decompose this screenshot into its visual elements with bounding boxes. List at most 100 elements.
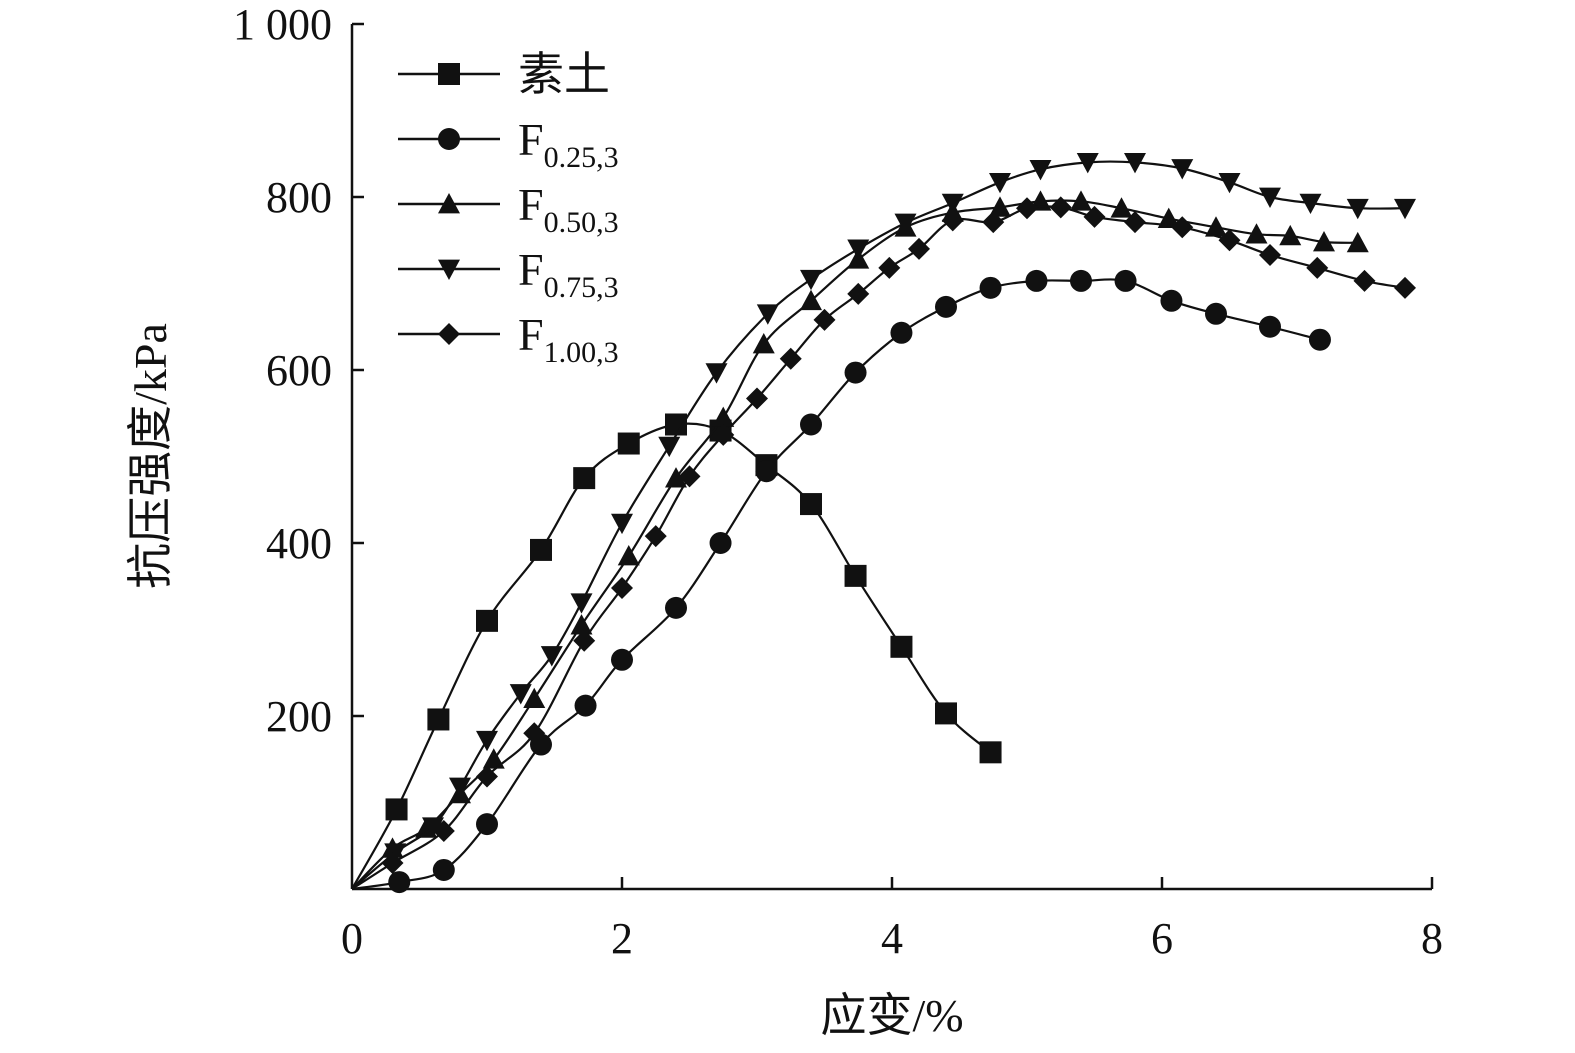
data-point-triangle-down — [894, 213, 917, 234]
legend-label: F0.50,3 — [518, 179, 619, 239]
data-point-circle — [611, 648, 633, 671]
legend-item: F0.75,3 — [398, 244, 619, 304]
data-point-square — [385, 798, 408, 821]
data-point-circle — [476, 813, 498, 836]
data-point-circle — [890, 321, 913, 344]
y-tick-label: 400 — [266, 519, 332, 568]
data-point-triangle-up — [712, 406, 735, 427]
data-point-square — [935, 702, 957, 725]
data-point-triangle-up — [1279, 224, 1302, 246]
data-point-circle — [1259, 315, 1281, 338]
ticks: 0 2 4 6 8 200 400 600 800 1 000 — [233, 0, 1443, 963]
data-point-diamond — [1083, 205, 1106, 228]
data-point-triangle-down — [384, 843, 407, 864]
data-point-circle — [935, 295, 957, 318]
data-point-triangle-down — [1299, 193, 1322, 215]
data-point-diamond — [1306, 256, 1329, 279]
data-point-diamond — [1124, 211, 1146, 234]
data-point-diamond — [712, 423, 735, 446]
x-tick-label: 0 — [341, 914, 363, 963]
data-point-diamond — [813, 308, 836, 331]
data-point-diamond — [982, 211, 1005, 234]
data-point-triangle-up — [1205, 216, 1227, 237]
data-point-triangle-down — [1346, 198, 1369, 220]
data-point-circle — [844, 361, 867, 384]
data-point-diamond — [476, 765, 498, 788]
data-point-circle — [979, 276, 1002, 299]
x-tick-label: 2 — [611, 914, 633, 963]
data-point-circle — [800, 413, 822, 436]
y-axis-label: 抗压强度/kPa — [125, 323, 176, 589]
y-tick-label: 200 — [266, 692, 332, 741]
data-point-diamond — [573, 629, 596, 652]
data-point-triangle-down — [800, 269, 822, 291]
legend-item: F0.25,3 — [398, 114, 619, 174]
legend-marker-triangle-up — [438, 193, 460, 214]
y-tick-label: 1 000 — [233, 0, 332, 49]
data-point-triangle-up — [800, 289, 822, 311]
data-point-triangle-down — [989, 172, 1011, 194]
data-point-triangle-down — [570, 593, 593, 614]
data-point-circle — [1160, 289, 1183, 312]
y-tick-label: 800 — [266, 173, 332, 222]
data-point-triangle-down — [422, 817, 444, 838]
series-layer — [351, 153, 1416, 894]
data-point-triangle-up — [482, 748, 505, 769]
data-point-circle — [1025, 269, 1048, 292]
y-tick-label: 600 — [266, 346, 332, 395]
series-triangle-down — [351, 153, 1416, 890]
data-point-triangle-up — [752, 333, 775, 354]
data-point-triangle-down — [1171, 159, 1194, 180]
data-point-triangle-up — [617, 544, 640, 566]
data-point-triangle-up — [1070, 190, 1092, 211]
data-point-triangle-down — [705, 363, 728, 384]
legend-item: 素土 — [398, 49, 610, 100]
data-point-diamond — [611, 576, 633, 599]
data-point-triangle-down — [847, 239, 870, 260]
data-point-circle — [755, 460, 778, 483]
data-point-square — [573, 467, 596, 490]
legend-marker-square — [438, 63, 460, 85]
data-point-triangle-down — [540, 646, 563, 667]
data-point-triangle-down — [658, 436, 681, 458]
data-point-circle — [574, 694, 597, 717]
series-circle — [351, 269, 1331, 894]
legend-label: F0.25,3 — [518, 114, 619, 174]
data-point-triangle-up — [665, 467, 687, 488]
data-point-diamond — [523, 722, 546, 745]
x-tick-label: 4 — [881, 914, 903, 963]
data-point-diamond — [644, 525, 667, 548]
legend-marker-triangle-down — [438, 259, 460, 280]
series-line — [351, 160, 1406, 890]
data-point-triangle-up — [1245, 223, 1268, 244]
data-point-triangle-down — [1029, 159, 1052, 181]
data-point-triangle-down — [1124, 153, 1146, 174]
data-point-triangle-up — [570, 614, 593, 635]
data-point-square — [530, 538, 552, 561]
data-point-square — [800, 493, 822, 516]
data-point-circle — [432, 858, 455, 881]
legend-label: F1.00,3 — [518, 309, 619, 369]
series-line — [351, 278, 1321, 891]
data-point-diamond — [678, 465, 701, 488]
x-tick-label: 8 — [1421, 914, 1443, 963]
legend: 素土 F0.25,3F0.50,3F0.75,3F1.00,3 — [398, 49, 619, 369]
data-point-triangle-down — [509, 684, 532, 705]
data-point-circle — [388, 871, 411, 894]
data-point-triangle-up — [1313, 230, 1335, 252]
data-point-triangle-down — [611, 513, 633, 535]
legend-marker-circle — [438, 128, 460, 150]
data-point-triangle-down — [1259, 187, 1281, 208]
legend-item: F0.50,3 — [398, 179, 619, 239]
data-point-circle — [1308, 328, 1331, 351]
x-axis-label: 应变/% — [820, 990, 963, 1041]
legend-label: 素土 — [518, 49, 610, 100]
data-point-triangle-up — [1346, 231, 1369, 253]
data-point-diamond — [1171, 216, 1194, 239]
data-point-circle — [665, 596, 687, 619]
data-point-diamond — [381, 852, 404, 875]
data-point-square — [890, 635, 913, 658]
data-point-square — [665, 413, 687, 436]
legend-item: F1.00,3 — [398, 309, 619, 369]
